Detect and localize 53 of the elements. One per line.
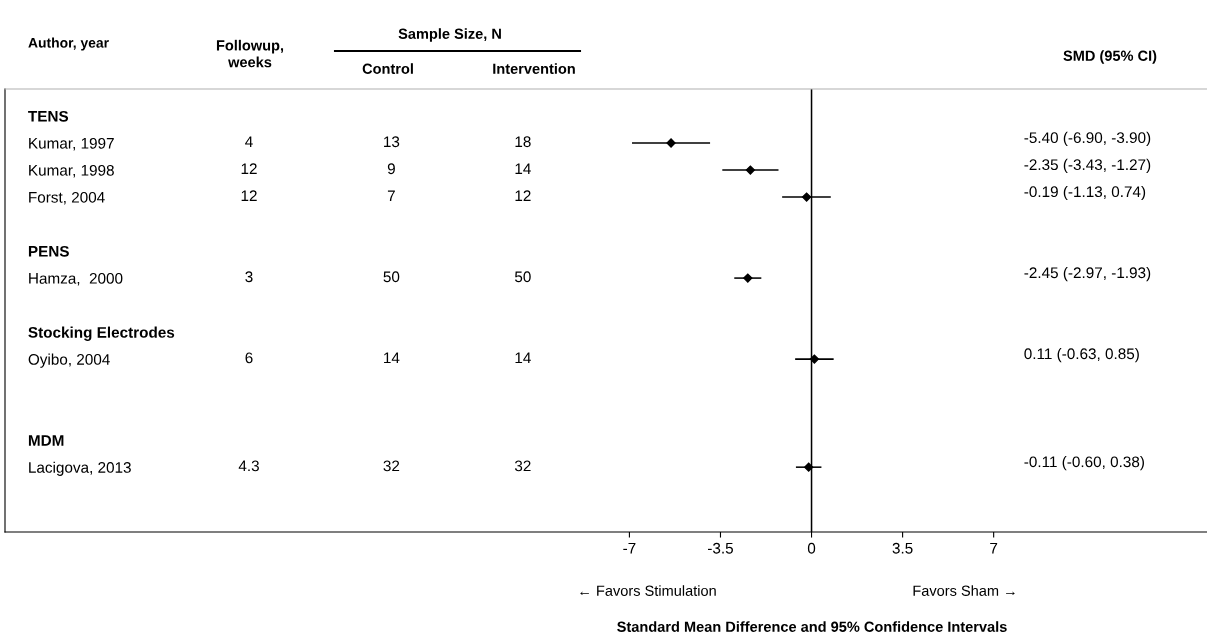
text: SMD (95% CI) (1063, 50, 1157, 64)
x-tick-label: -3.5 (707, 542, 733, 554)
y-axis-title: Author, year (28, 37, 109, 51)
y-tick-label: Oyibo, 2004 (28, 353, 110, 368)
text: Favors Sham → (913, 585, 1015, 596)
annotation: 14 (515, 163, 531, 174)
annotation: 9 (387, 163, 395, 175)
point (745, 165, 756, 175)
text: Control (362, 63, 413, 74)
x-tick-label: 3.5 (892, 542, 913, 554)
point (804, 462, 814, 472)
annotation: 4.3 (238, 460, 259, 472)
annotation: 12 (515, 190, 531, 201)
x-tick-label: -7 (623, 542, 636, 554)
y-tick-label: Stocking Electrodes (28, 326, 175, 341)
annotation: 32 (383, 460, 400, 472)
text: Sample Size, N (398, 28, 501, 42)
annotation: 32 (514, 460, 531, 472)
annotation: 50 (514, 271, 531, 283)
text: Intervention (493, 63, 575, 74)
point (801, 192, 812, 202)
annotation: 4 (245, 136, 253, 147)
y-tick-label: Kumar, 1997 (29, 137, 114, 151)
annotation: -0.11 (-0.60, 0.38) (1024, 456, 1144, 471)
annotation: -2.35 (-3.43, -1.27) (1024, 158, 1151, 174)
x-tick-label: 7 (990, 542, 998, 554)
y-tick-label: Kumar, 1998 (29, 164, 114, 178)
annotation: 14 (384, 352, 400, 364)
y-tick-label: MDM (28, 435, 64, 446)
annotation: 3 (245, 271, 253, 283)
annotation: 7 (387, 190, 395, 201)
annotation: -2.45 (-2.97, -1.93) (1024, 266, 1151, 282)
point (743, 273, 753, 283)
text: Standard Mean Difference and 95% Confidence Intervals (617, 621, 1007, 632)
y-tick-label: Lacigova, 2013 (29, 461, 131, 476)
x-tick-label: 0 (807, 542, 816, 554)
y-tick-label: PENS (28, 245, 69, 257)
annotation: -5.40 (-6.90, -3.90) (1024, 131, 1151, 147)
y-tick-label: TENS (28, 110, 69, 122)
annotation: 50 (383, 271, 400, 283)
text: Followup, weeks (216, 39, 284, 68)
text: ← Favors Stimulation (580, 585, 716, 596)
annotation: 0.11 (-0.63, 0.85) (1024, 347, 1139, 363)
point (809, 354, 820, 364)
annotation: 18 (515, 136, 531, 148)
annotation: 6 (245, 352, 253, 364)
annotation: 12 (241, 190, 257, 201)
annotation: 13 (384, 136, 400, 148)
y-tick-label: Forst, 2004 (29, 191, 105, 205)
annotation: 14 (515, 352, 531, 364)
annotation: 12 (241, 163, 257, 174)
annotation: -0.19 (-1.13, 0.74) (1024, 185, 1146, 201)
y-tick-label: Hamza, 2000 (29, 272, 123, 286)
